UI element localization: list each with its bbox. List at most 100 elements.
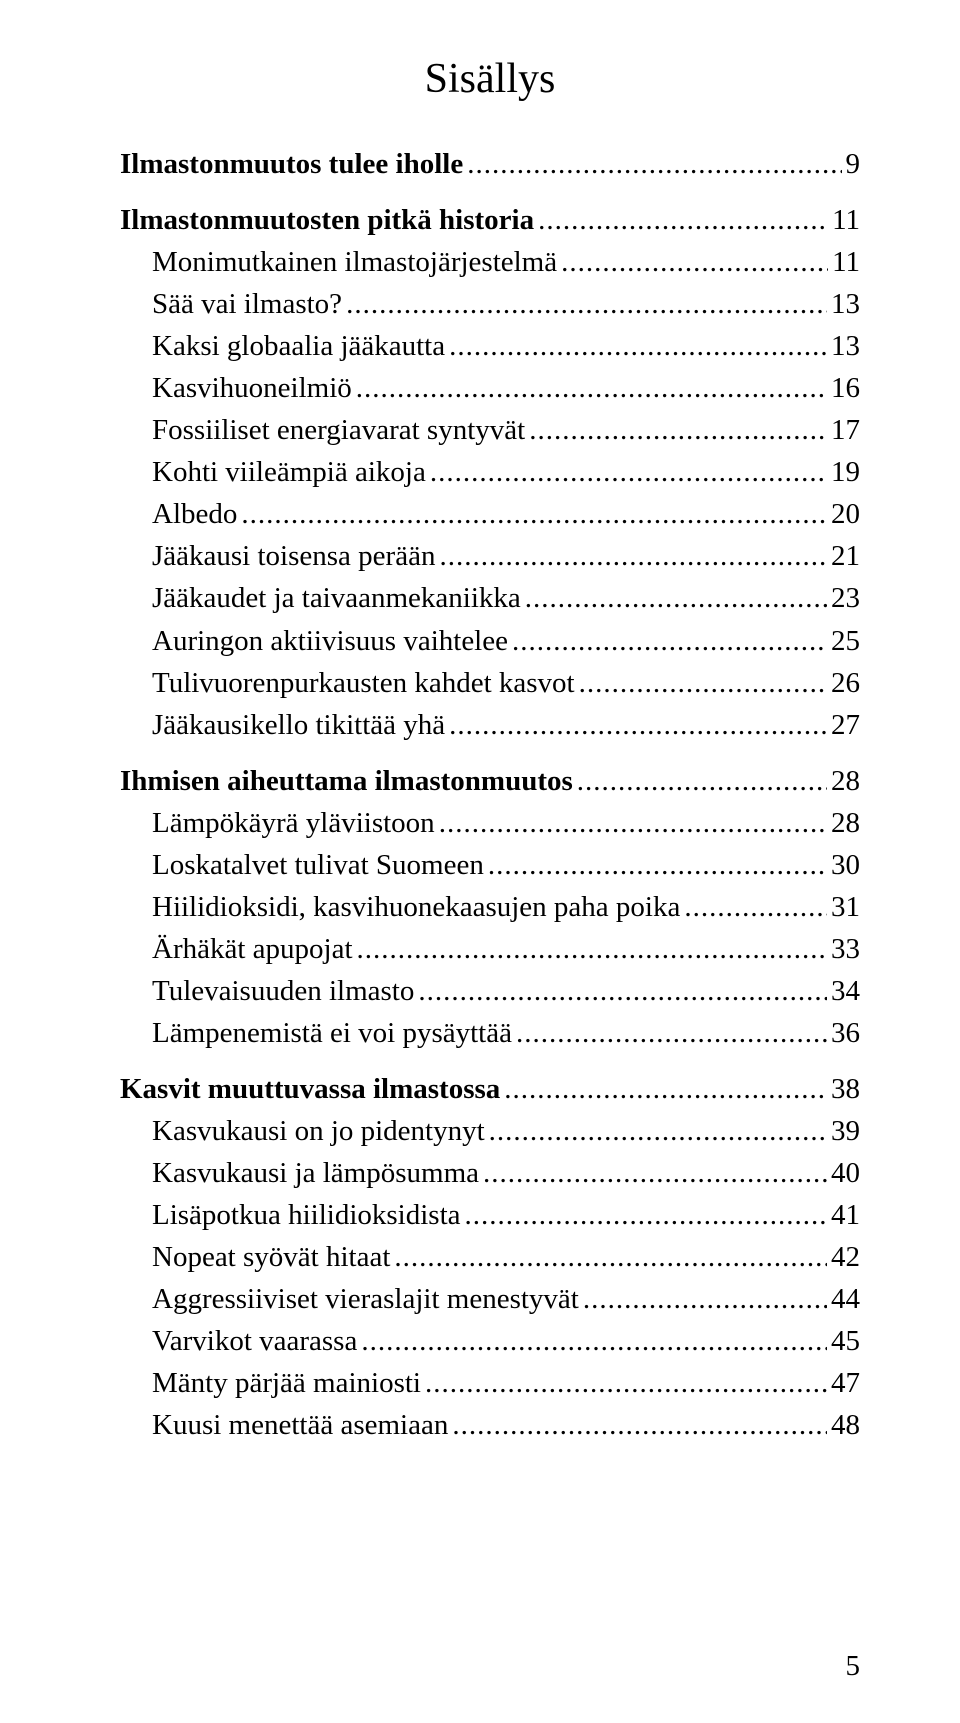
toc-leader-dots bbox=[390, 1236, 827, 1278]
toc-item-page: 16 bbox=[827, 367, 860, 409]
toc-chapter-row: Ilmastonmuutos tulee iholle 9 bbox=[120, 143, 860, 185]
toc-item-page: 48 bbox=[827, 1404, 860, 1446]
toc-item-label: Jääkausi toisensa perään bbox=[152, 535, 435, 577]
toc-leader-dots bbox=[484, 844, 827, 886]
toc-leader-dots bbox=[521, 577, 827, 619]
toc-leader-dots bbox=[352, 367, 827, 409]
toc-item-page: 23 bbox=[827, 577, 860, 619]
toc-item-row: Lämpenemistä ei voi pysäyttää36 bbox=[120, 1012, 860, 1054]
toc-item-row: Lisäpotkua hiilidioksidista41 bbox=[120, 1194, 860, 1236]
toc-item-row: Nopeat syövät hitaat 42 bbox=[120, 1236, 860, 1278]
toc-leader-dots bbox=[237, 493, 827, 535]
toc-page: Sisällys Ilmastonmuutos tulee iholle9Ilm… bbox=[0, 0, 960, 1723]
toc-item-label: Lämpenemistä ei voi pysäyttää bbox=[152, 1012, 512, 1054]
toc-leader-dots bbox=[414, 970, 827, 1012]
toc-item-page: 27 bbox=[827, 704, 860, 746]
toc-item-label: Sää vai ilmasto? bbox=[152, 283, 342, 325]
toc-item-row: Varvikot vaarassa45 bbox=[120, 1320, 860, 1362]
toc-item-row: Jääkaudet ja taivaanmekaniikka23 bbox=[120, 577, 860, 619]
toc-leader-dots bbox=[575, 662, 827, 704]
toc-item-label: Loskatalvet tulivat Suomeen bbox=[152, 844, 484, 886]
toc-item-page: 42 bbox=[827, 1236, 860, 1278]
toc-leader-dots bbox=[445, 704, 827, 746]
toc-item-page: 47 bbox=[827, 1362, 860, 1404]
toc-item-page: 31 bbox=[827, 886, 860, 928]
toc-item-row: Aggressiiviset vieraslajit menestyvät 44 bbox=[120, 1278, 860, 1320]
toc-leader-dots bbox=[485, 1110, 827, 1152]
toc-chapter-row: Ilmastonmuutosten pitkä historia 11 bbox=[120, 199, 860, 241]
toc-section: Kasvit muuttuvassa ilmastossa38Kasvukaus… bbox=[120, 1068, 860, 1446]
toc-section: Ilmastonmuutos tulee iholle 9 bbox=[120, 143, 860, 185]
toc-item-label: Hiilidioksidi, kasvihuonekaasujen paha p… bbox=[152, 886, 680, 928]
toc-item-label: Monimutkainen ilmastojärjestelmä bbox=[152, 241, 557, 283]
toc-item-page: 19 bbox=[827, 451, 860, 493]
toc-item-row: Jääkausi toisensa perään 21 bbox=[120, 535, 860, 577]
toc-item-page: 44 bbox=[827, 1278, 860, 1320]
toc-chapter-page: 9 bbox=[842, 143, 861, 185]
toc-leader-dots bbox=[557, 241, 828, 283]
toc-item-row: Mänty pärjää mainiosti 47 bbox=[120, 1362, 860, 1404]
toc-leader-dots bbox=[342, 283, 827, 325]
toc-title: Sisällys bbox=[120, 55, 860, 103]
toc-chapter-label: Ilmastonmuutosten pitkä historia bbox=[120, 199, 534, 241]
toc-leader-dots bbox=[357, 1320, 827, 1362]
toc-item-row: Auringon aktiivisuus vaihtelee 25 bbox=[120, 620, 860, 662]
toc-item-label: Albedo bbox=[152, 493, 237, 535]
toc-item-row: Loskatalvet tulivat Suomeen 30 bbox=[120, 844, 860, 886]
toc-leader-dots bbox=[463, 143, 841, 185]
toc-leader-dots bbox=[573, 760, 827, 802]
toc-leader-dots bbox=[534, 199, 828, 241]
toc-leader-dots bbox=[353, 928, 827, 970]
toc-item-label: Ärhäkät apupojat bbox=[152, 928, 353, 970]
toc-item-row: Sää vai ilmasto?13 bbox=[120, 283, 860, 325]
toc-item-page: 34 bbox=[827, 970, 860, 1012]
toc-leader-dots bbox=[435, 535, 827, 577]
toc-leader-dots bbox=[435, 802, 827, 844]
page-number: 5 bbox=[846, 1650, 861, 1683]
toc-item-label: Nopeat syövät hitaat bbox=[152, 1236, 390, 1278]
toc-item-label: Jääkausikello tikittää yhä bbox=[152, 704, 445, 746]
toc-item-label: Tulevaisuuden ilmasto bbox=[152, 970, 414, 1012]
toc-leader-dots bbox=[461, 1194, 827, 1236]
toc-item-label: Varvikot vaarassa bbox=[152, 1320, 357, 1362]
toc-item-row: Ärhäkät apupojat 33 bbox=[120, 928, 860, 970]
toc-item-label: Auringon aktiivisuus vaihtelee bbox=[152, 620, 508, 662]
toc-section: Ihmisen aiheuttama ilmastonmuutos28Lämpö… bbox=[120, 760, 860, 1054]
toc-item-page: 39 bbox=[827, 1110, 860, 1152]
toc-item-page: 17 bbox=[827, 409, 860, 451]
toc-leader-dots bbox=[508, 620, 827, 662]
toc-chapter-label: Ihmisen aiheuttama ilmastonmuutos bbox=[120, 760, 573, 802]
toc-item-page: 21 bbox=[827, 535, 860, 577]
toc-item-page: 20 bbox=[827, 493, 860, 535]
toc-leader-dots bbox=[579, 1278, 827, 1320]
toc-item-row: Tulivuorenpurkausten kahdet kasvot26 bbox=[120, 662, 860, 704]
toc-leader-dots bbox=[448, 1404, 827, 1446]
toc-item-row: Kasvukausi ja lämpösumma40 bbox=[120, 1152, 860, 1194]
toc-item-page: 26 bbox=[827, 662, 860, 704]
toc-item-page: 33 bbox=[827, 928, 860, 970]
toc-item-page: 40 bbox=[827, 1152, 860, 1194]
toc-item-row: Fossiiliset energiavarat syntyvät17 bbox=[120, 409, 860, 451]
toc-leader-dots bbox=[680, 886, 827, 928]
toc-item-label: Kaksi globaalia jääkautta bbox=[152, 325, 445, 367]
toc-item-label: Aggressiiviset vieraslajit menestyvät bbox=[152, 1278, 579, 1320]
toc-chapter-page: 11 bbox=[828, 199, 860, 241]
toc-item-page: 30 bbox=[827, 844, 860, 886]
toc-chapter-row: Kasvit muuttuvassa ilmastossa38 bbox=[120, 1068, 860, 1110]
toc-item-row: Lämpökäyrä yläviistoon28 bbox=[120, 802, 860, 844]
toc-chapter-label: Ilmastonmuutos tulee iholle bbox=[120, 143, 463, 185]
toc-item-label: Mänty pärjää mainiosti bbox=[152, 1362, 421, 1404]
toc-item-row: Kaksi globaalia jääkautta 13 bbox=[120, 325, 860, 367]
toc-leader-dots bbox=[445, 325, 827, 367]
toc-item-label: Kohti viileämpiä aikoja bbox=[152, 451, 426, 493]
toc-item-page: 13 bbox=[827, 325, 860, 367]
toc-item-page: 11 bbox=[828, 241, 860, 283]
toc-chapter-label: Kasvit muuttuvassa ilmastossa bbox=[120, 1068, 500, 1110]
toc-section: Ilmastonmuutosten pitkä historia 11 Monimu… bbox=[120, 199, 860, 746]
toc-item-page: 25 bbox=[827, 620, 860, 662]
toc-item-row: Tulevaisuuden ilmasto 34 bbox=[120, 970, 860, 1012]
toc-leader-dots bbox=[421, 1362, 827, 1404]
toc-item-row: Kasvukausi on jo pidentynyt39 bbox=[120, 1110, 860, 1152]
toc-leader-dots bbox=[426, 451, 827, 493]
toc-item-label: Lisäpotkua hiilidioksidista bbox=[152, 1194, 461, 1236]
